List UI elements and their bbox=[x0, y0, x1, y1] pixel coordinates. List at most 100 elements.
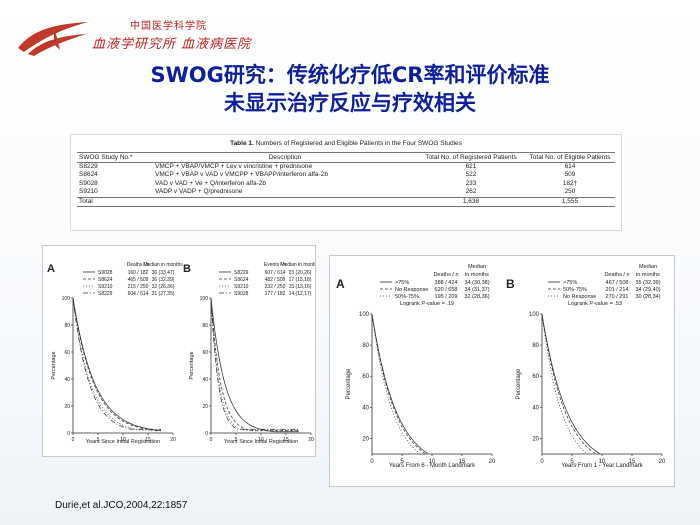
studies-table: SWOG Study No.* Description Total No. of… bbox=[77, 152, 615, 208]
survival-curve bbox=[371, 313, 426, 454]
x-tick-label: 5 bbox=[400, 459, 404, 465]
legend-pvalue: Logrank P-value = .53 bbox=[568, 301, 622, 307]
x-tick-label: 10 bbox=[258, 437, 264, 443]
legend-series-name: No Response bbox=[563, 294, 596, 300]
legend-col-header: Median in months bbox=[280, 262, 315, 268]
legend-median: 31 (27,35) bbox=[152, 291, 175, 297]
legend-series-name: S9210 bbox=[98, 284, 113, 290]
legend-col-header: Median in months bbox=[143, 262, 183, 268]
legend-series-name: S9028 bbox=[98, 270, 113, 276]
col-description: Description bbox=[153, 152, 417, 163]
legend-deaths: 465 / 509 bbox=[128, 277, 149, 283]
legend-deaths: 160 / 182 bbox=[128, 270, 149, 276]
legend-median: 23 (20,26) bbox=[289, 270, 312, 276]
legend-deaths: 270 / 291 bbox=[606, 294, 629, 300]
survival-curve bbox=[371, 313, 428, 454]
survival-figure-left: A Deaths / n Median in months S9028 160 / 18… bbox=[42, 245, 316, 457]
legend-series-name: >75% bbox=[563, 280, 577, 286]
legend-deaths: 388 / 424 bbox=[435, 280, 458, 286]
y-tick-label: 100 bbox=[359, 312, 370, 318]
legend-deaths: 467 / 508 bbox=[606, 280, 629, 286]
x-tick-label: 0 bbox=[370, 459, 374, 465]
legend-median: 34 (29,40) bbox=[635, 287, 660, 293]
y-tick-label: 80 bbox=[64, 323, 70, 329]
legend-deaths: 232 / 250 bbox=[265, 284, 286, 290]
survival-curve bbox=[210, 297, 299, 433]
x-axis-title: Years Since Initial Registration bbox=[86, 439, 160, 445]
studies-table-panel: Table 1. Numbers of Registered and Eligi… bbox=[70, 134, 622, 231]
col-study: SWOG Study No.* bbox=[77, 152, 153, 163]
legend-median: 32 (26,36) bbox=[152, 284, 175, 290]
y-tick-label: 20 bbox=[202, 404, 208, 410]
survival-curve bbox=[541, 313, 601, 455]
table-row: S9210 VADP v VADP + Q/prednisone 262 250 bbox=[79, 188, 576, 196]
panel-label: B bbox=[183, 263, 191, 275]
survival-curve bbox=[210, 297, 299, 432]
panel-label: B bbox=[506, 277, 515, 291]
legend-deaths: 177 / 182 bbox=[265, 291, 286, 297]
org-name: 中国医学科学院 bbox=[130, 21, 207, 32]
legend-series-name: S8229 bbox=[234, 270, 249, 276]
legend-median: 36 (32,39) bbox=[152, 277, 175, 283]
table-row: S8229 VMCP + VBAP/VMCP + Lev v vincristi… bbox=[79, 163, 576, 170]
legend-col-header: Events / n bbox=[264, 262, 286, 268]
x-tick-label: 15 bbox=[283, 437, 289, 443]
legend-deaths: 195 / 209 bbox=[435, 294, 458, 300]
y-tick-label: 100 bbox=[200, 296, 209, 302]
legend-median: 36 (33,47) bbox=[152, 270, 175, 276]
x-tick-label: 20 bbox=[308, 437, 314, 443]
y-tick-label: 80 bbox=[362, 343, 369, 349]
survival-curves-right: A Median Deaths / n in months >75% 388 / 424 3… bbox=[336, 264, 666, 469]
table-row: S9028 VAD v VAD + Ve + Q/interferon alfa… bbox=[79, 179, 578, 187]
legend-deaths: 607 / 614 bbox=[265, 270, 286, 276]
y-tick-label: 40 bbox=[202, 377, 208, 383]
legend-col-header: in months bbox=[465, 272, 489, 278]
legend-deaths: 482 / 509 bbox=[265, 277, 286, 283]
legend-series-name: No Response bbox=[395, 287, 428, 293]
legend-median: 30 (28,34) bbox=[635, 294, 660, 300]
legend-median-header: Median bbox=[468, 264, 486, 270]
legend-pvalue: Logrank P-value = .19 bbox=[400, 301, 454, 307]
survival-curve bbox=[72, 297, 161, 432]
x-tick-label: 10 bbox=[120, 437, 126, 443]
survival-curve bbox=[72, 297, 161, 431]
legend-series-name: 50%-75% bbox=[395, 294, 419, 300]
y-tick-label: 100 bbox=[62, 296, 71, 302]
panel-label: A bbox=[336, 277, 345, 291]
y-tick-label: 100 bbox=[529, 312, 540, 318]
citation: Durie,et al.JCO,2004,22:1857 bbox=[55, 500, 188, 511]
survival-curve bbox=[72, 297, 162, 432]
x-tick-label: 10 bbox=[429, 459, 436, 465]
legend-median: 34 (31,37) bbox=[464, 287, 489, 293]
x-tick-label: 5 bbox=[97, 437, 100, 443]
y-tick-label: 40 bbox=[64, 377, 70, 383]
y-tick-label: 20 bbox=[532, 436, 539, 442]
table-total-row: Total 1,638 1,555 bbox=[77, 196, 615, 208]
legend-series-name: S8624 bbox=[98, 277, 113, 283]
y-tick-label: 80 bbox=[532, 343, 539, 349]
legend-col-header: in months bbox=[636, 272, 660, 278]
x-tick-label: 5 bbox=[235, 437, 238, 443]
legend-series-name: S9028 bbox=[234, 291, 249, 297]
legend-deaths: 620 / 658 bbox=[435, 287, 458, 293]
y-tick-label: 0 bbox=[67, 431, 70, 437]
x-tick-label: 20 bbox=[489, 459, 496, 465]
legend-median: 14 (12,17) bbox=[289, 291, 312, 297]
x-axis-title: Years Since Initial Registration bbox=[224, 439, 298, 445]
survival-curve bbox=[371, 313, 420, 454]
legend-deaths: 215 / 250 bbox=[128, 284, 149, 290]
org-subtitle: 血液学研究所 血液病医院 bbox=[92, 37, 252, 52]
survival-curve bbox=[210, 297, 299, 430]
col-registered: Total No. of Registered Patients bbox=[417, 152, 525, 163]
legend-series-name: S9210 bbox=[234, 284, 249, 290]
x-axis-title: Years From 6 - Month Landmark bbox=[389, 463, 476, 469]
legend-median: 17 (15,18) bbox=[289, 277, 312, 283]
y-axis-title: Percentage bbox=[346, 368, 352, 399]
survival-figure-right: A Median Deaths / n in months >75% 388 / 424 3… bbox=[329, 255, 675, 487]
x-tick-label: 10 bbox=[599, 459, 606, 465]
y-tick-label: 60 bbox=[532, 374, 539, 380]
survival-curve bbox=[541, 313, 596, 454]
legend-series-name: S8229 bbox=[98, 291, 113, 297]
x-tick-label: 15 bbox=[459, 459, 466, 465]
